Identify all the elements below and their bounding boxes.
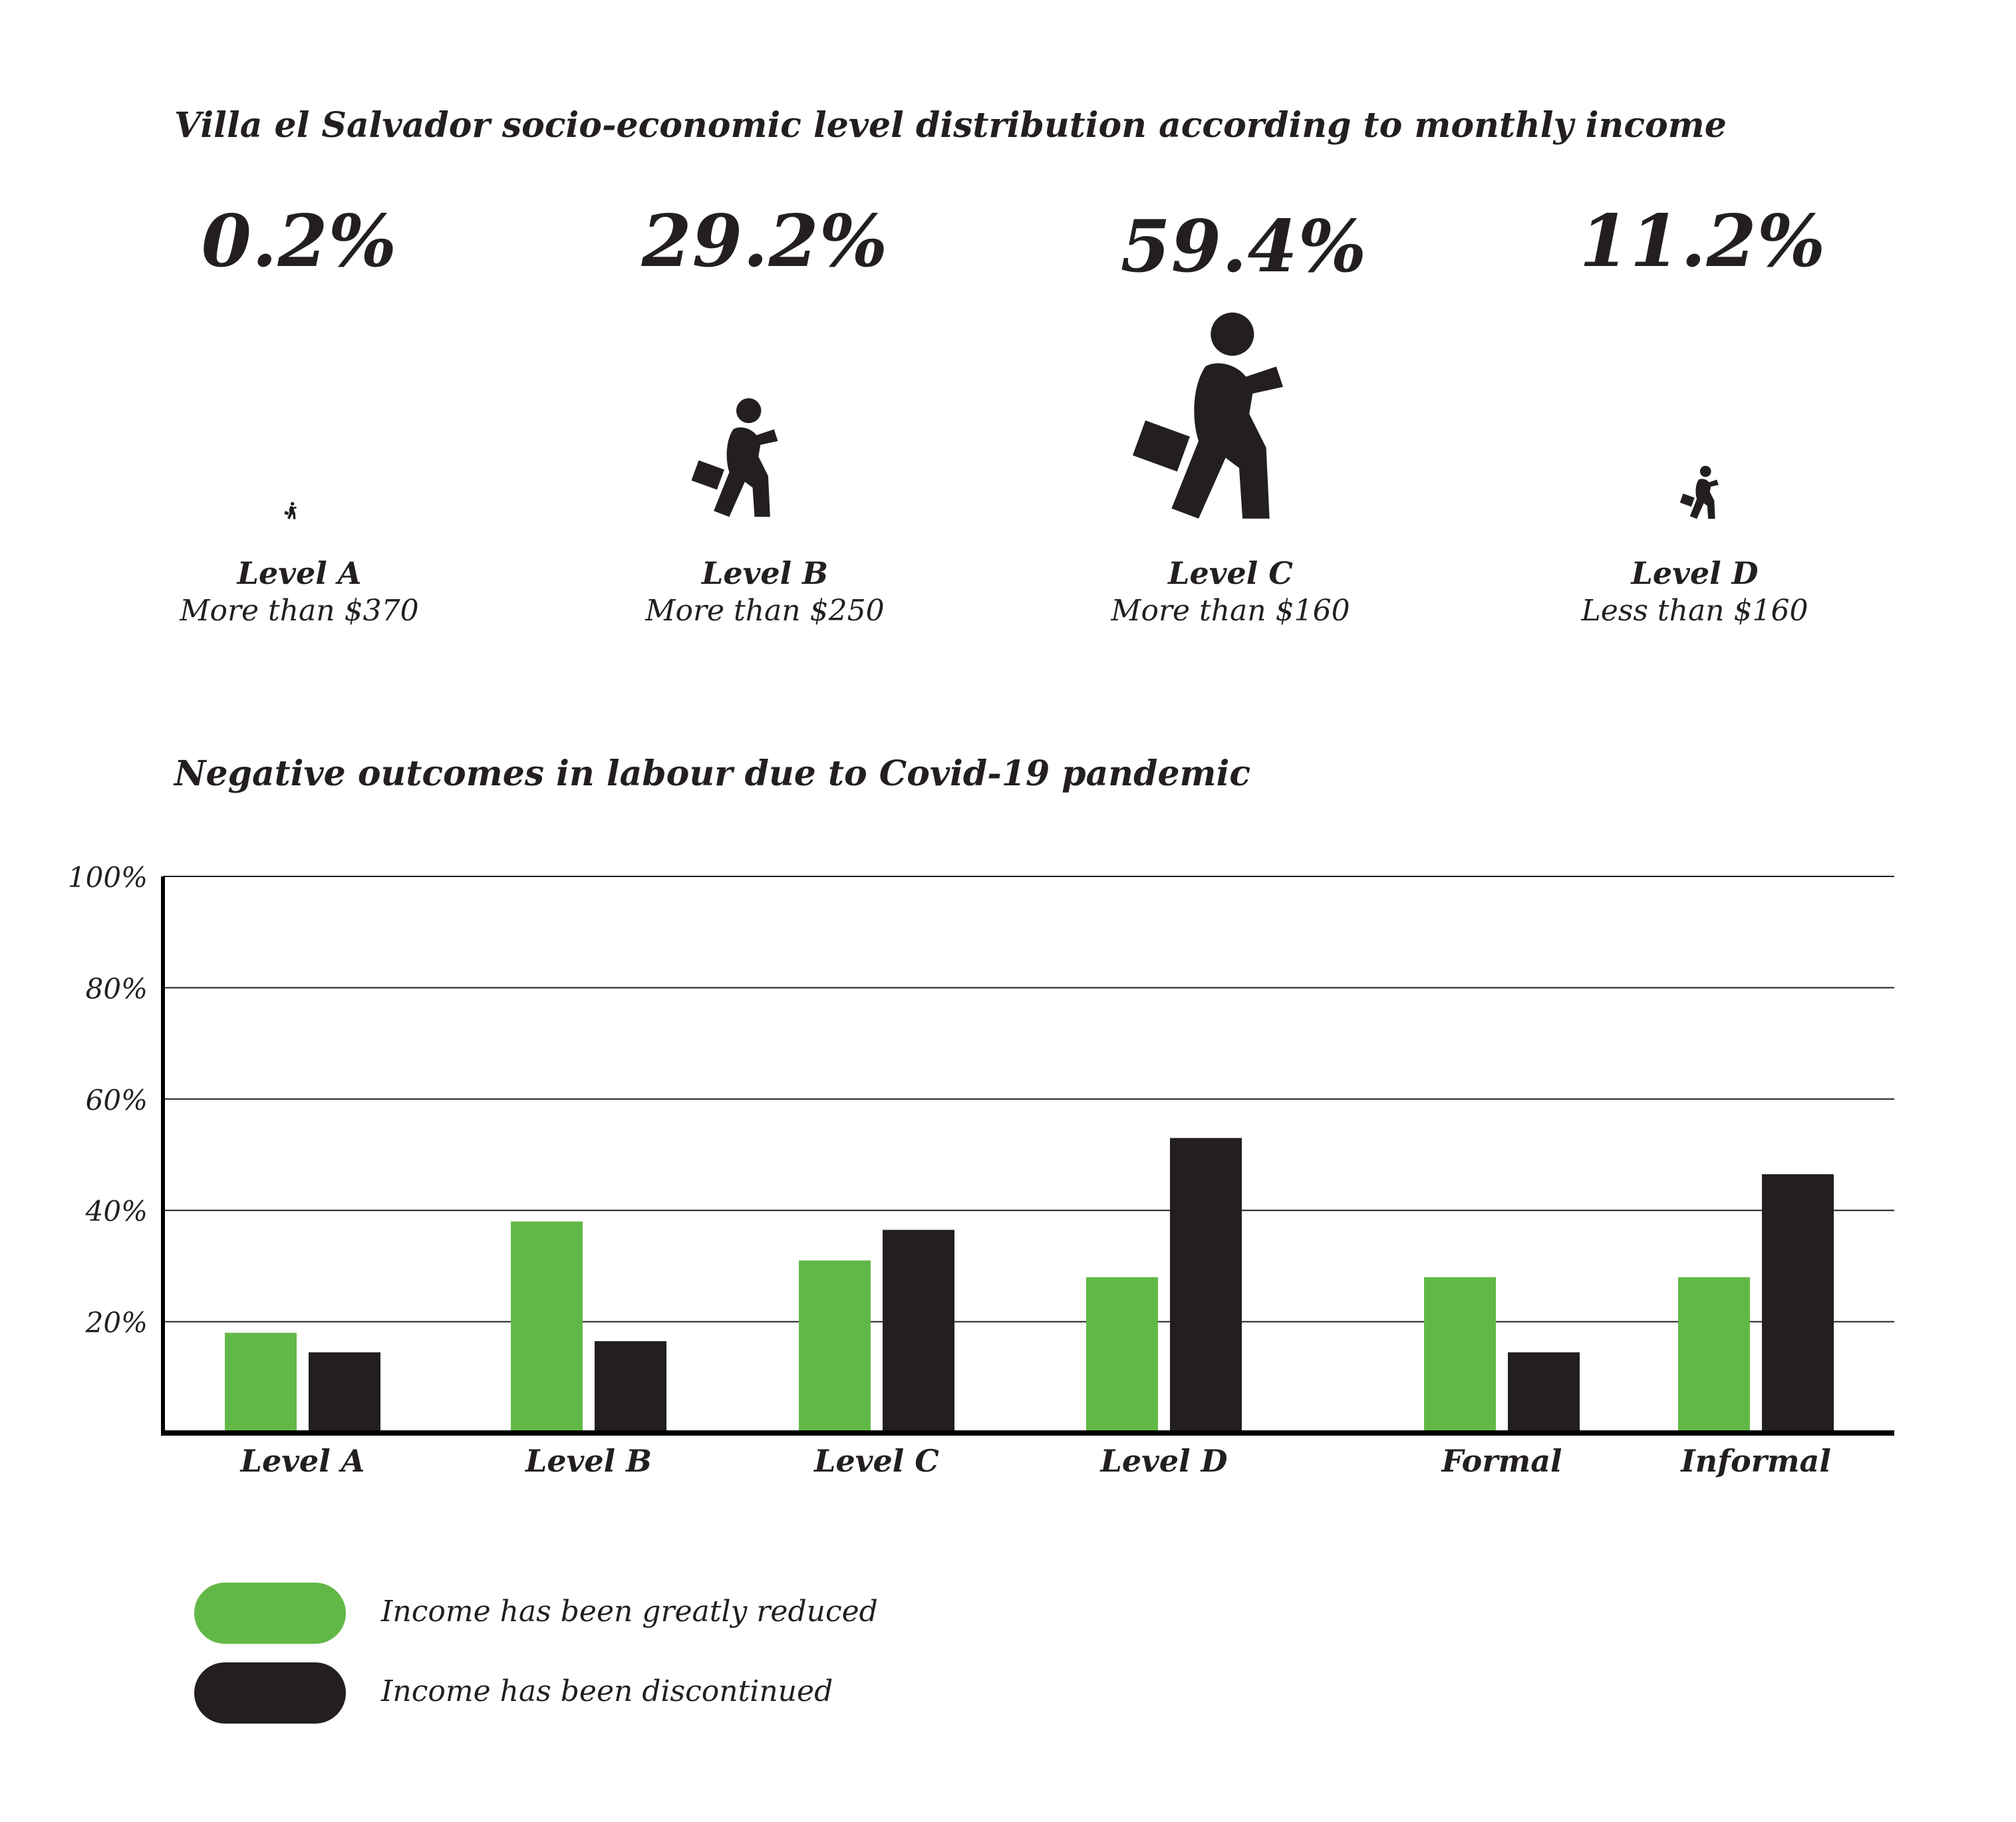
x-tick-label: Level D	[1099, 1443, 1228, 1479]
bar-reduced-level-c	[799, 1260, 871, 1433]
person-briefcase-icon-level-c	[1132, 313, 1284, 519]
bar-discontinued-level-a	[309, 1352, 380, 1433]
person-briefcase-icon-level-b	[691, 398, 778, 517]
level-b-name: Level B	[702, 555, 828, 591]
y-tick-label: 80%	[86, 972, 148, 1005]
bar-discontinued-formal	[1508, 1352, 1580, 1433]
person-briefcase-icon-level-a	[284, 501, 297, 519]
y-tick-label: 100%	[68, 861, 148, 894]
bar-discontinued-informal	[1762, 1174, 1834, 1433]
legend-swatch-reduced	[194, 1583, 346, 1644]
level-a-percent: 0.2%	[201, 199, 398, 283]
bar-reduced-formal	[1424, 1277, 1496, 1433]
bar-discontinued-level-c	[883, 1230, 954, 1433]
bar-discontinued-level-d	[1170, 1138, 1242, 1433]
chart-title: Negative outcomes in labour due to Covid…	[174, 753, 1250, 794]
level-b-range: More than $250	[645, 594, 885, 628]
bar-reduced-level-d	[1086, 1277, 1158, 1433]
x-tick-label: Level A	[239, 1443, 365, 1479]
y-tick-label: 60%	[86, 1084, 148, 1116]
bar-reduced-level-a	[225, 1333, 297, 1433]
level-a-name: Level A	[237, 555, 362, 591]
legend-label-reduced: Income has been greatly reduced	[381, 1595, 878, 1628]
level-c-range: More than $160	[1111, 594, 1350, 628]
level-d-name: Level D	[1631, 555, 1759, 591]
level-d-range: Less than $160	[1581, 594, 1808, 628]
level-b-percent: 29.2%	[641, 199, 889, 283]
bar-discontinued-level-b	[595, 1341, 666, 1433]
x-tick-label: Formal	[1440, 1443, 1562, 1479]
legend-label-discontinued: Income has been discontinued	[381, 1674, 833, 1708]
y-tick-label: 40%	[85, 1195, 148, 1228]
legend-swatch-discontinued	[194, 1662, 346, 1724]
bar-reduced-informal	[1678, 1277, 1750, 1433]
y-tick-label: 20%	[85, 1307, 148, 1339]
level-c-name: Level C	[1168, 555, 1293, 591]
x-tick-label: Level C	[813, 1443, 939, 1479]
bar-reduced-level-b	[511, 1221, 583, 1433]
level-c-percent: 59.4%	[1120, 205, 1368, 289]
level-d-percent: 11.2%	[1579, 199, 1826, 283]
x-tick-label: Level B	[524, 1443, 652, 1479]
distribution-title: Villa el Salvador socio-economic level d…	[174, 105, 1727, 146]
x-tick-label: Informal	[1679, 1443, 1831, 1479]
person-briefcase-icon-level-d	[1679, 465, 1719, 519]
level-a-range: More than $370	[180, 594, 419, 628]
